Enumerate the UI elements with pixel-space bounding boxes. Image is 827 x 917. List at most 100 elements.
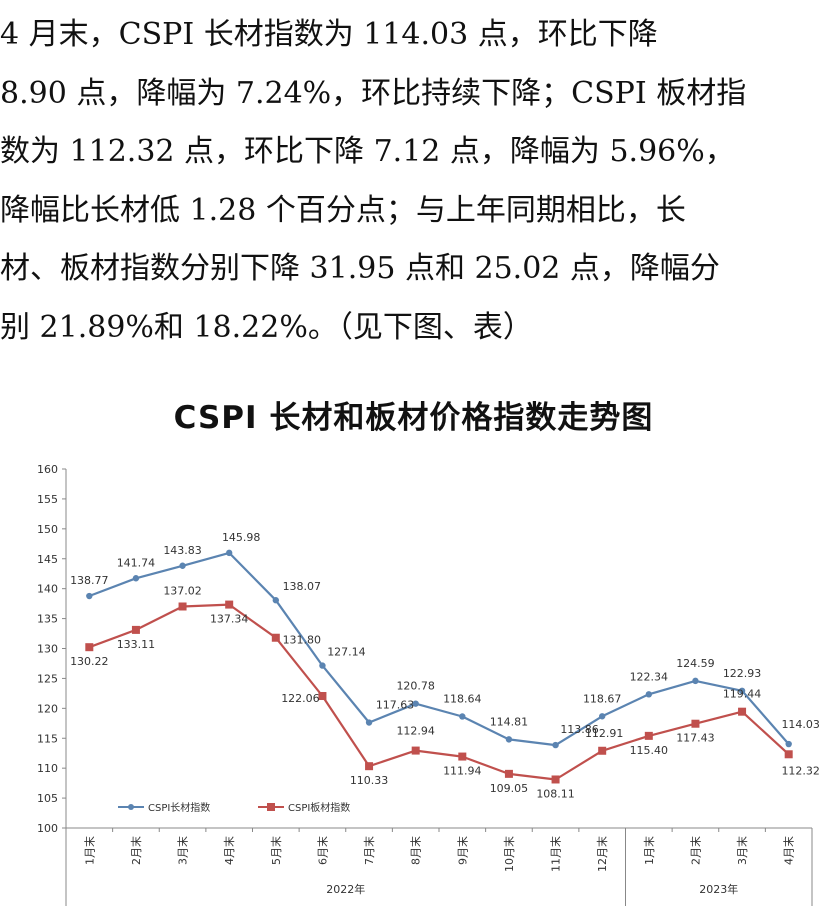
x-category-label: 3月末: [176, 836, 190, 865]
data-label: 130.22: [70, 655, 109, 668]
series-point: [131, 625, 140, 634]
x-category-label: 5月末: [269, 836, 283, 865]
series-point: [692, 677, 699, 685]
x-category-label: 8月末: [409, 836, 423, 865]
y-tick-label: 110: [37, 762, 58, 775]
x-category-label: 1月末: [642, 836, 656, 865]
series-point: [504, 769, 513, 778]
paragraph-line: 4 月末，CSPI 长材指数为 114.03 点，环比下降: [0, 17, 658, 52]
intro-paragraph: 4 月末，CSPI 长材指数为 114.03 点，环比下降 8.90 点，降幅为…: [0, 6, 827, 357]
data-label: 112.91: [585, 727, 624, 740]
series-point: [411, 746, 420, 755]
y-tick-label: 100: [37, 822, 58, 835]
data-label: 112.94: [396, 725, 435, 738]
year-group-label: 2023年: [699, 882, 738, 896]
x-category-label: 9月末: [455, 836, 469, 865]
paragraph-line: 数为 112.32 点，环比下降 7.12 点，降幅为 5.96%，: [0, 134, 735, 169]
y-tick-label: 140: [37, 583, 58, 596]
data-label: 145.98: [222, 531, 261, 544]
series-point: [365, 719, 373, 726]
data-label: 117.43: [676, 732, 715, 745]
data-label: 124.59: [676, 657, 715, 670]
y-tick-label: 145: [37, 553, 58, 566]
data-label: 122.34: [630, 670, 669, 683]
series-point: [691, 719, 700, 728]
data-label: 122.06: [281, 692, 320, 705]
series-point: [459, 713, 466, 720]
series-line: [88, 603, 790, 781]
series-point: [132, 575, 140, 582]
data-label: 138.07: [283, 580, 322, 593]
data-label: 133.11: [117, 638, 156, 651]
series-point: [738, 707, 747, 716]
series-point: [598, 746, 607, 755]
series-point: [458, 752, 467, 761]
series-line: [88, 551, 790, 747]
x-category-label: 4月末: [782, 836, 796, 865]
year-group-label: 2022年: [326, 882, 365, 896]
legend-label: CSPI板材指数: [288, 801, 350, 814]
series-point: [86, 592, 93, 600]
x-category-label: 2月末: [688, 836, 702, 865]
x-category-label: 2月末: [129, 836, 143, 865]
data-label: 114.03: [781, 718, 820, 731]
x-category-label: 3月末: [735, 836, 749, 865]
series-point: [505, 736, 513, 743]
data-label: 109.05: [490, 782, 529, 795]
y-tick-label: 125: [37, 672, 58, 685]
x-category-label: 7月末: [362, 836, 376, 865]
x-category-label: 4月末: [222, 836, 236, 865]
y-tick-label: 120: [37, 702, 58, 715]
data-label: 119.44: [723, 688, 762, 701]
data-label: 108.11: [536, 787, 575, 800]
series-point: [319, 662, 326, 669]
series-point: [225, 549, 233, 557]
y-tick-label: 135: [37, 613, 58, 626]
series-point: [365, 762, 374, 771]
x-category-label: 12月末: [595, 836, 609, 872]
series-point: [785, 740, 792, 748]
y-tick-label: 150: [37, 523, 58, 536]
data-label: 138.77: [70, 574, 109, 587]
series-point: [272, 597, 280, 604]
y-tick-label: 130: [37, 643, 58, 656]
data-label: 143.83: [163, 544, 202, 557]
data-label: 115.40: [630, 744, 669, 757]
legend-marker: [267, 803, 275, 811]
data-label: 118.64: [443, 692, 482, 705]
data-label: 141.74: [117, 556, 156, 569]
data-label: 120.78: [396, 680, 435, 693]
paragraph-line: 8.90 点，降幅为 7.24%，环比持续下降；CSPI 板材指: [0, 75, 747, 111]
series-point: [85, 643, 94, 652]
data-label: 137.02: [163, 584, 202, 597]
data-label: 117.63: [376, 699, 415, 712]
series-point: [412, 700, 419, 707]
x-category-label: 6月末: [315, 836, 329, 865]
series-point: [552, 741, 559, 749]
data-label: 113.86: [560, 723, 599, 736]
series-point: [225, 600, 234, 609]
price-index-chart: 100 105 110 115 120 125 130 135 140 145 150 155 160 1…: [37, 463, 820, 906]
data-label: 118.67: [583, 692, 622, 705]
series-point: [179, 562, 186, 569]
series-point: [645, 691, 653, 698]
y-tick-label: 105: [37, 792, 58, 805]
chart-title: CSPI 长材和板材价格指数走势图: [173, 400, 654, 436]
series-point: [271, 633, 280, 642]
series-point: [551, 775, 560, 784]
y-tick-label: 115: [37, 732, 58, 745]
data-label: 112.32: [781, 764, 820, 777]
series-point: [784, 750, 793, 759]
data-label: 114.81: [490, 715, 529, 728]
data-label: 127.14: [327, 646, 366, 659]
x-category-label: 11月末: [549, 836, 563, 872]
series-point: [598, 713, 606, 720]
paragraph-line: 降幅比长材低 1.28 个百分点；与上年同期相比，长: [0, 192, 686, 228]
legend-marker: [128, 804, 134, 810]
series-point: [738, 687, 746, 695]
legend-label: CSPI长材指数: [148, 801, 210, 814]
data-label: 122.93: [723, 667, 762, 680]
series-point: [178, 602, 187, 611]
paragraph-line: 材、板材指数分别下降 31.95 点和 25.02 点，降幅分: [0, 251, 720, 286]
x-category-label: 1月末: [82, 836, 96, 865]
